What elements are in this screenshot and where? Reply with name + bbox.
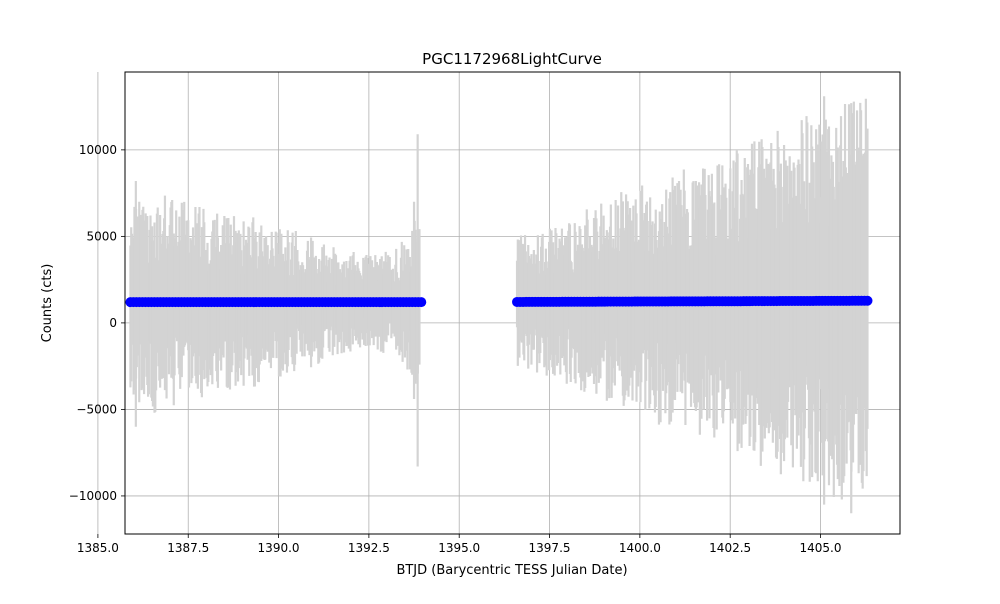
- x-tick-label: 1387.5: [167, 541, 209, 555]
- x-tick-label: 1405.0: [800, 541, 842, 555]
- tick-layer: 1385.0 1387.5 1390.0 1392.5 1395.0 1397.5 1400…: [69, 143, 842, 555]
- y-tick-label: 10000: [79, 143, 117, 157]
- y-tick-label: 0: [109, 316, 117, 330]
- x-tick-label: 1400.0: [619, 541, 661, 555]
- y-tick-label: −5000: [76, 402, 117, 416]
- y-tick-label: 5000: [86, 229, 117, 243]
- x-axis-label: BTJD (Barycentric TESS Julian Date): [396, 563, 627, 578]
- chart-title: PGC1172968LightCurve: [422, 50, 602, 68]
- x-tick-label: 1395.0: [438, 541, 480, 555]
- flux-point: [862, 295, 873, 306]
- y-axis-label: Counts (cts): [40, 264, 55, 343]
- y-tick-label: −10000: [69, 489, 117, 503]
- x-tick-label: 1390.0: [258, 541, 300, 555]
- x-tick-label: 1397.5: [529, 541, 571, 555]
- data-layer: [125, 96, 873, 514]
- axes-frame: [124, 71, 901, 535]
- x-tick-label: 1402.5: [709, 541, 751, 555]
- flux-point: [416, 297, 427, 308]
- x-tick-label: 1392.5: [348, 541, 390, 555]
- x-tick-label: 1385.0: [77, 541, 119, 555]
